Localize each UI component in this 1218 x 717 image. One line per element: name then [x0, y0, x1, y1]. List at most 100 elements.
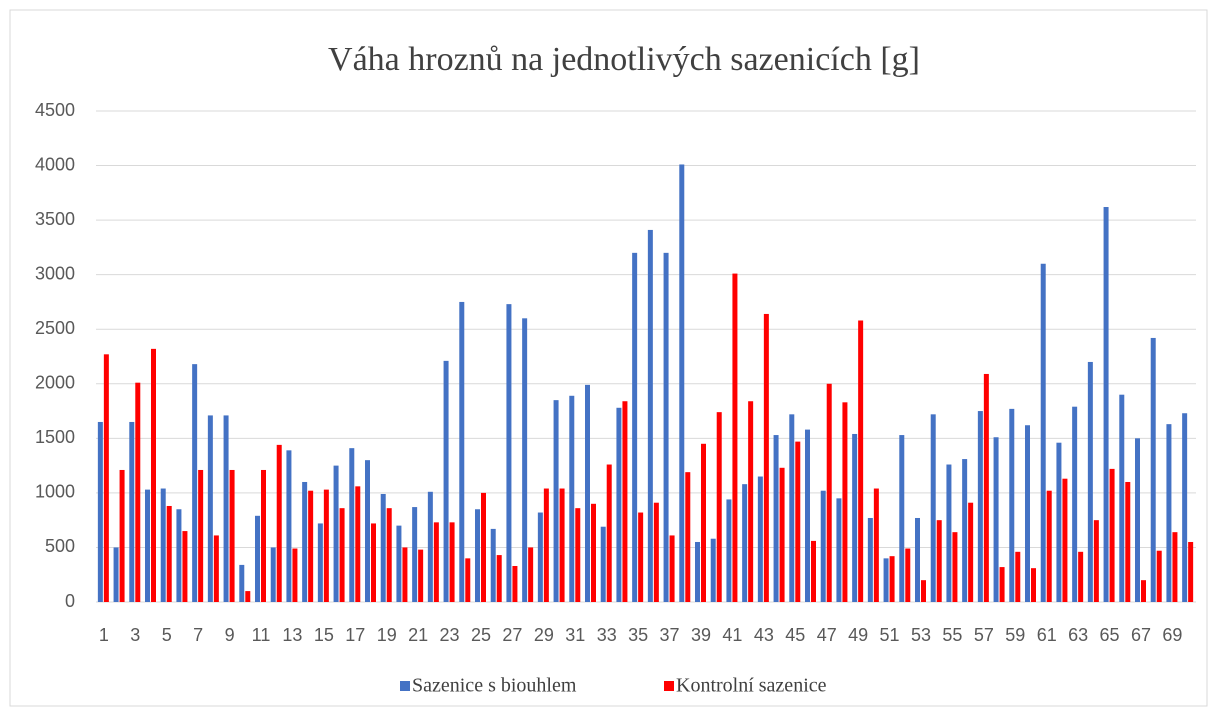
x-tick-label: 15: [314, 625, 334, 645]
bar: [412, 507, 418, 602]
x-tick-label: 63: [1068, 625, 1088, 645]
bar: [207, 415, 213, 602]
bar: [952, 532, 958, 602]
bar: [1135, 438, 1140, 602]
x-tick-label: 21: [408, 625, 428, 645]
x-tick-label: 43: [754, 625, 774, 645]
bar: [255, 515, 260, 602]
bar: [993, 437, 999, 602]
bar: [716, 412, 722, 602]
bar: [962, 459, 968, 602]
bar: [1087, 361, 1093, 602]
bar: [380, 493, 386, 602]
x-tick-label: 57: [974, 625, 994, 645]
bar: [763, 313, 769, 602]
bar: [151, 348, 156, 602]
bar: [145, 489, 150, 602]
bar: [606, 464, 612, 602]
bar: [669, 535, 675, 602]
bar: [622, 401, 628, 602]
x-tick-label: 13: [282, 625, 302, 645]
legend-label: Sazenice s biouhlem: [412, 675, 577, 697]
bar: [921, 580, 926, 602]
bar: [1072, 406, 1078, 602]
bar: [433, 522, 439, 602]
x-tick-label: 47: [817, 625, 837, 645]
bar: [97, 421, 103, 602]
bar: [286, 450, 292, 602]
y-tick-label: 1500: [35, 427, 75, 447]
bar: [773, 435, 779, 602]
bar: [371, 523, 376, 602]
bar: [292, 548, 298, 602]
x-tick-label: 3: [130, 625, 140, 645]
bar: [647, 229, 653, 603]
bar: [213, 535, 219, 602]
x-tick-label: 25: [471, 625, 491, 645]
bar: [113, 547, 119, 602]
bar: [591, 503, 596, 602]
x-tick-label: 19: [377, 625, 397, 645]
bar: [465, 558, 471, 602]
bar: [270, 547, 276, 602]
x-tick-label: 31: [565, 625, 585, 645]
legend-swatch: [400, 681, 410, 691]
bar: [160, 488, 166, 602]
bar: [1062, 478, 1068, 602]
bar: [192, 364, 198, 602]
y-tick-label: 0: [65, 591, 75, 611]
bar: [355, 486, 361, 602]
bar: [459, 301, 465, 602]
bar: [349, 448, 355, 602]
x-tick-label: 7: [193, 625, 203, 645]
y-tick-label: 4000: [35, 154, 75, 174]
bar: [789, 414, 795, 602]
bar: [1056, 442, 1062, 602]
bar: [522, 318, 528, 602]
bar: [742, 484, 748, 602]
x-tick-label: 55: [942, 625, 962, 645]
y-tick-label: 3500: [35, 209, 75, 229]
y-tick-label: 2500: [35, 318, 75, 338]
bar: [1188, 541, 1194, 602]
bar: [811, 540, 816, 602]
bar: [490, 528, 496, 602]
x-tick-label: 29: [534, 625, 554, 645]
bar: [386, 508, 392, 602]
bar: [1103, 207, 1109, 603]
bar: [443, 360, 449, 602]
x-tick-label: 67: [1131, 625, 1151, 645]
bar: [135, 382, 141, 602]
x-tick-label: 59: [1005, 625, 1025, 645]
x-tick-label: 39: [691, 625, 711, 645]
x-tick-label: 23: [440, 625, 460, 645]
x-tick-label: 9: [225, 625, 235, 645]
bar: [842, 402, 848, 602]
x-tick-label: 5: [162, 625, 172, 645]
x-tick-label: 69: [1162, 625, 1182, 645]
bar: [276, 444, 282, 602]
bar: [1046, 490, 1052, 602]
bar: [852, 433, 858, 602]
bar: [1156, 550, 1162, 602]
bar: [559, 488, 565, 602]
bar: [946, 464, 952, 602]
bar: [239, 564, 245, 602]
bar: [685, 472, 691, 602]
bar: [999, 567, 1005, 602]
bar: [512, 565, 518, 602]
bar: [496, 555, 502, 602]
x-tick-label: 61: [1037, 625, 1057, 645]
bar: [1093, 520, 1099, 602]
x-tick-label: 51: [880, 625, 900, 645]
x-tick-label: 53: [911, 625, 931, 645]
bar: [449, 522, 455, 602]
bar: [779, 467, 785, 602]
bar: [339, 508, 345, 602]
chart-title: Váha hroznů na jednotlivých sazenicích […: [328, 41, 920, 78]
bar: [968, 502, 974, 602]
legend-label: Kontrolní sazenice: [676, 675, 827, 697]
bar: [402, 547, 408, 602]
bar: [308, 490, 314, 602]
